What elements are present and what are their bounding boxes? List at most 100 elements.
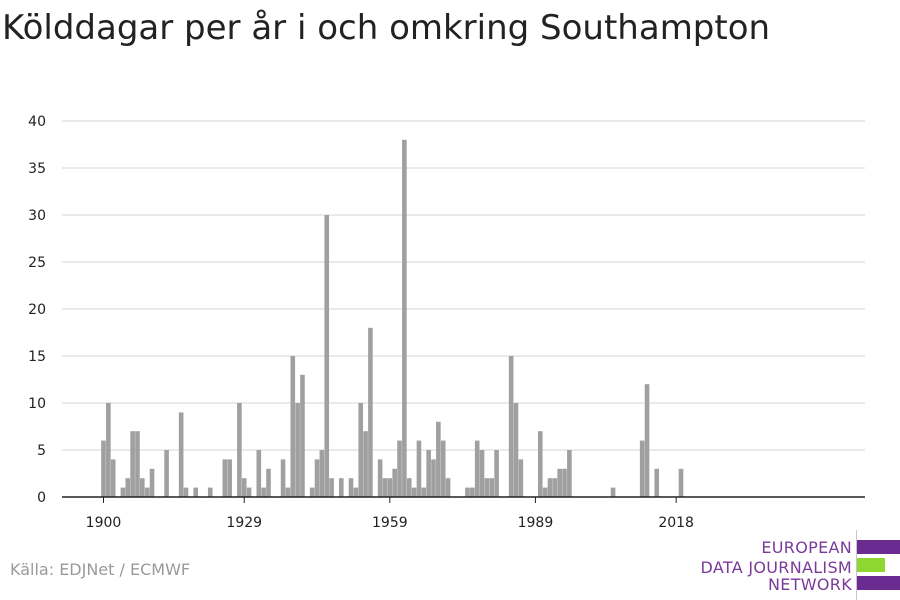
y-tick-label: 35 <box>28 161 46 177</box>
bar: 1906: 7 <box>130 431 135 497</box>
chart-title: Kölddagar per år i och omkring Southampt… <box>2 8 771 48</box>
x-tick-label: 2018 <box>658 515 694 530</box>
y-tick-label: 30 <box>28 208 46 224</box>
bar: 1908: 2 <box>140 478 145 497</box>
bar: 1963: 2 <box>406 478 412 497</box>
bar: 1930: 1 <box>246 487 252 497</box>
bar: 1916: 9 <box>178 412 184 497</box>
bar: 1907: 7 <box>135 431 140 497</box>
y-axis-ticks: 0 5 10 15 20 25 30 35 40 <box>28 114 46 506</box>
bar: 1990: 7 <box>537 431 543 497</box>
bar: 1957: 4 <box>377 459 383 497</box>
bar: 1900: 6 <box>101 440 106 497</box>
x-tick-label: 1929 <box>226 515 262 530</box>
bar: 1940: 10 <box>295 403 300 497</box>
logo-line-2: DATA JOURNALISM <box>700 558 852 577</box>
bar: 1945: 5 <box>319 450 325 497</box>
y-tick-label: 25 <box>28 255 46 271</box>
bar: 2005: 1 <box>610 487 616 497</box>
bar: 1966: 1 <box>421 487 427 497</box>
bar: 1959: 2 <box>387 478 393 497</box>
bar: 1985: 10 <box>513 403 519 497</box>
x-tick-label: 1989 <box>518 515 554 530</box>
bar: 1925: 4 <box>222 459 228 497</box>
bar: 1904: 1 <box>120 487 126 497</box>
bar: 1960: 3 <box>392 468 397 497</box>
bar: 2014: 3 <box>654 468 660 497</box>
bar: 1977: 6 <box>474 440 480 497</box>
bar: 2012: 12 <box>644 384 650 497</box>
bar: 1965: 6 <box>416 440 422 497</box>
y-tick-label: 20 <box>28 302 46 318</box>
bar: 1996: 5 <box>567 450 572 497</box>
bar: 1901: 10 <box>106 403 111 497</box>
bars: 1900: 61901: 101902: 4 1904: 11905: 21906… <box>101 139 684 498</box>
bar: 1926: 4 <box>227 459 232 497</box>
bar: 1913: 5 <box>164 450 169 497</box>
bar: 1917: 1 <box>183 487 189 497</box>
bar: 1944: 4 <box>314 459 320 497</box>
bar: 1992: 2 <box>547 478 553 497</box>
bar: 1937: 4 <box>280 459 286 497</box>
bar: 1922: 1 <box>207 487 213 497</box>
bar: 1947: 2 <box>329 478 334 497</box>
bar: 1995: 3 <box>562 468 567 497</box>
bar: 1994: 3 <box>557 468 562 497</box>
y-tick-label: 15 <box>28 349 46 365</box>
logo-separator <box>856 530 857 600</box>
bar: 1952: 1 <box>353 487 359 497</box>
bar: 2019: 3 <box>678 468 684 497</box>
bar: 1984: 15 <box>508 356 514 497</box>
bar: 1968: 4 <box>431 459 436 497</box>
logo-line-3: NETWORK <box>768 575 852 594</box>
bar: 1955: 18 <box>368 327 373 497</box>
bar: 1933: 1 <box>261 487 266 497</box>
bar: 1932: 5 <box>256 450 262 497</box>
bar: 1976: 1 <box>470 487 475 497</box>
bar: 1964: 1 <box>411 487 417 497</box>
y-tick-label: 40 <box>28 114 46 130</box>
bar: 2011: 6 <box>639 440 645 497</box>
bar: 1919: 1 <box>193 487 199 497</box>
bar: 1971: 2 <box>445 478 451 497</box>
bar: 1943: 1 <box>309 487 315 497</box>
bar: 1934: 3 <box>266 468 271 497</box>
y-tick-label: 10 <box>28 396 46 412</box>
bar-chart: 1900: 61901: 101902: 4 1904: 11905: 21906… <box>28 114 865 530</box>
bar: 1980: 2 <box>489 478 495 497</box>
bar: 1958: 2 <box>382 478 388 497</box>
bar: 1962: 38 <box>402 139 407 498</box>
bar: 1993: 2 <box>552 478 558 497</box>
gridlines <box>62 120 865 451</box>
bar: 1953: 10 <box>358 403 364 497</box>
logo-bar-purple-bottom <box>857 576 900 590</box>
bar: 1979: 2 <box>484 478 490 497</box>
bar: 1969: 8 <box>436 421 441 497</box>
bar: 1981: 5 <box>494 450 499 497</box>
bar: 1938: 1 <box>285 487 291 497</box>
x-tick-label: 1959 <box>372 515 408 530</box>
bar: 1902: 4 <box>110 459 116 497</box>
y-tick-label: 5 <box>37 443 46 459</box>
bar: 1910: 3 <box>149 468 155 497</box>
bar: 1951: 2 <box>348 478 354 497</box>
x-axis-ticks: 1900 1929 1959 1989 2018 <box>86 497 694 530</box>
bar: 1905: 2 <box>125 478 131 497</box>
bar: 1941: 13 <box>300 374 305 497</box>
y-tick-label: 0 <box>37 490 46 506</box>
logo-line-1: EUROPEAN <box>761 538 852 557</box>
bar: 1970: 6 <box>440 440 446 497</box>
bar: 1991: 1 <box>542 487 548 497</box>
bar: 1986: 4 <box>518 459 524 497</box>
bar: 1909: 1 <box>144 487 150 497</box>
bar: 1929: 2 <box>241 478 247 497</box>
bar: 1946: 30 <box>324 215 330 497</box>
edjnet-logo: EUROPEAN DATA JOURNALISM NETWORK <box>690 530 900 600</box>
source-note: Källa: EDJNet / ECMWF <box>10 560 191 579</box>
bar: 1961: 6 <box>397 440 402 497</box>
bar: 1939: 15 <box>290 356 296 497</box>
bar: 1949: 2 <box>338 478 344 497</box>
bar: 1967: 5 <box>426 450 431 497</box>
bar: 1975: 1 <box>465 487 470 497</box>
bar: 1928: 10 <box>237 403 242 497</box>
